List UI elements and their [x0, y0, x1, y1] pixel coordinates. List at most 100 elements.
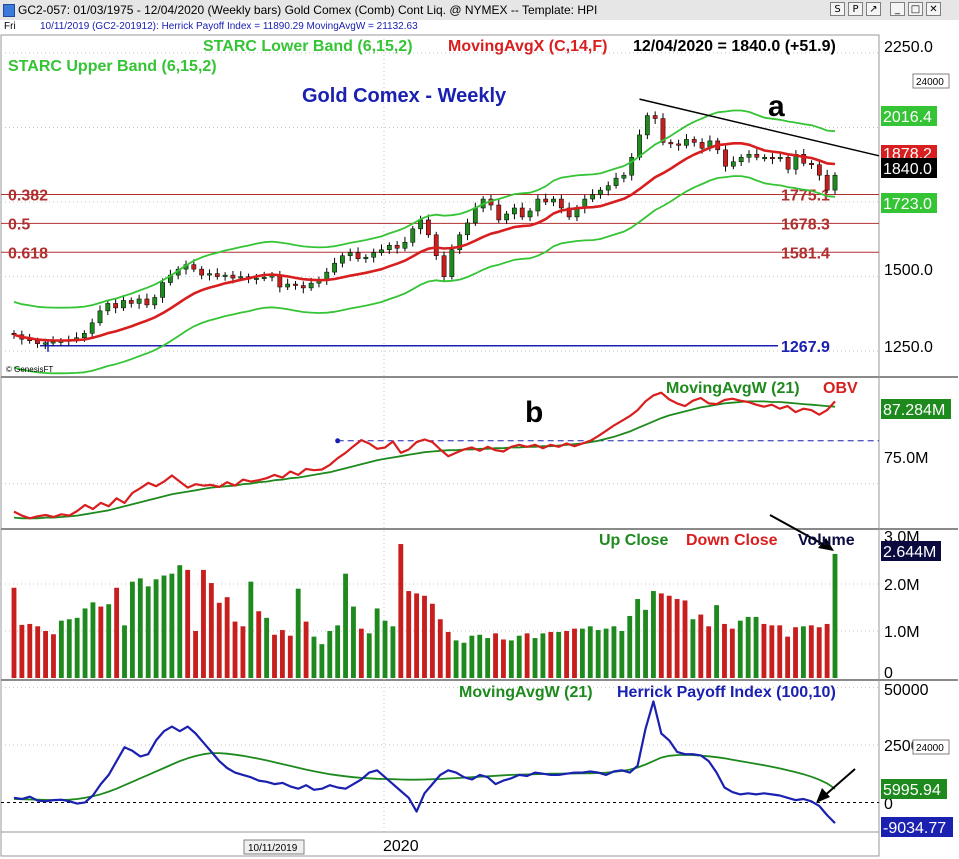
p-button[interactable]: P — [848, 2, 863, 16]
candle-body — [457, 234, 463, 250]
candle-body — [762, 157, 768, 160]
minimize-button[interactable]: _ — [890, 2, 905, 16]
volume-bar — [51, 634, 56, 678]
volume-bar — [335, 625, 341, 678]
hpi-top-box — [912, 739, 950, 755]
vol-tick-2m: 2.0M — [884, 577, 920, 594]
volume-bar — [722, 623, 727, 678]
volume-bar — [698, 614, 704, 678]
candle-body — [676, 143, 681, 146]
candle-body — [652, 115, 658, 119]
volume-bar — [690, 619, 696, 678]
volume-bar — [406, 591, 412, 678]
obv-legend-obv: OBV — [823, 380, 858, 397]
candle-body — [629, 157, 635, 176]
volume-bar — [374, 608, 380, 678]
volume-bar — [469, 635, 475, 678]
last-price-value: 1840.0 — [883, 161, 932, 178]
legend-starc-upper: STARC Upper Band (6,15,2) — [8, 58, 217, 75]
obv-moving-average-line — [13, 400, 836, 520]
fib-price-label: 1775.1 — [781, 188, 830, 205]
maximize-button[interactable]: □ — [908, 2, 923, 16]
candle-body — [504, 213, 509, 221]
candle-body — [363, 256, 369, 259]
hpi-tick-50000: 50000 — [884, 682, 929, 699]
volume-bar — [429, 603, 435, 678]
volume-bar — [548, 631, 554, 678]
volume-bar — [193, 631, 198, 678]
candle-body — [605, 185, 611, 191]
chart-title: Gold Comex - Weekly — [302, 85, 507, 107]
obv-value-box — [881, 399, 951, 419]
obv-dashed-line-anchor — [335, 438, 341, 444]
volume-bar — [808, 625, 814, 678]
volume-bar — [714, 605, 720, 678]
volume-bar — [19, 624, 25, 678]
window-title: GC2-057: 01/03/1975 - 12/04/2020 (Weekly… — [18, 3, 598, 17]
info-bar: Fri 10/11/2019 (GC2-201912): Herrick Pay… — [0, 20, 959, 34]
volume-bar — [603, 628, 609, 678]
candle-body — [121, 300, 126, 309]
candle-body — [371, 252, 377, 258]
hpi-value-box — [881, 817, 953, 837]
fib-ratio-label: 0.5 — [8, 216, 30, 233]
volume-bar — [27, 623, 33, 678]
top-value-box — [912, 73, 950, 89]
price-panel: 0.382 1775.1 0.5 1678.3 0.618 1581.4 1267.9 — [1, 52, 880, 375]
lower-band-box — [881, 193, 937, 213]
volume-bar — [532, 638, 538, 678]
link-button[interactable]: ↗ — [866, 2, 881, 16]
hpi-top-box-label: 24000 — [916, 743, 944, 754]
volume-bar — [493, 633, 498, 678]
volume-bar — [185, 569, 191, 678]
volume-bar — [769, 625, 775, 678]
candle-body — [355, 252, 361, 259]
volume-bar — [461, 642, 467, 678]
volume-bar — [177, 565, 183, 678]
s-button[interactable]: S — [830, 2, 845, 16]
volume-bar — [303, 621, 309, 678]
volume-bar — [745, 616, 751, 678]
hpi-legend-ma: MovingAvgW (21) — [459, 684, 593, 701]
volume-bar — [524, 633, 530, 678]
candle-body — [441, 255, 447, 277]
volume-bar — [832, 553, 838, 678]
volume-bar — [477, 634, 483, 678]
last-price-box — [881, 158, 937, 178]
obv-value: 87.284M — [883, 402, 945, 419]
hpi-arrow — [822, 768, 856, 798]
volume-bar — [319, 644, 325, 678]
candle-body — [801, 154, 807, 164]
candle-body — [816, 164, 822, 176]
volume-bar — [248, 581, 254, 678]
fib-price-label: 1678.3 — [781, 216, 830, 233]
cursor-date-label: 10/11/2019 — [248, 843, 298, 854]
vol-tick-0: 0 — [884, 665, 893, 682]
volume-bar — [516, 635, 522, 678]
candle-body — [308, 282, 314, 289]
obv-panel — [1, 391, 879, 520]
volume-bar — [224, 597, 230, 678]
volume-bar — [358, 628, 364, 678]
volume-bar — [272, 634, 277, 678]
candle-body — [472, 207, 478, 224]
volume-bar — [706, 626, 712, 678]
candle-body — [230, 274, 236, 279]
volume-bar — [74, 617, 80, 678]
candle-body — [199, 268, 205, 276]
volume-bar — [508, 640, 514, 678]
volume-bar — [390, 626, 396, 678]
volume-bar — [98, 606, 104, 678]
title-bar: GC2-057: 01/03/1975 - 12/04/2020 (Weekly… — [0, 0, 959, 21]
tick-label-1250: 1250.0 — [884, 339, 933, 356]
moving-average-line — [13, 142, 836, 342]
close-button[interactable]: ✕ — [926, 2, 941, 16]
hpi-legend-hpi: Herrick Payoff Index (100,10) — [617, 684, 836, 701]
vol-tick-1m: 1.0M — [884, 624, 920, 641]
candle-body — [238, 276, 244, 279]
volume-bar — [240, 626, 246, 678]
fib-ratio-label: 0.618 — [8, 245, 48, 262]
candle-body — [496, 204, 502, 221]
